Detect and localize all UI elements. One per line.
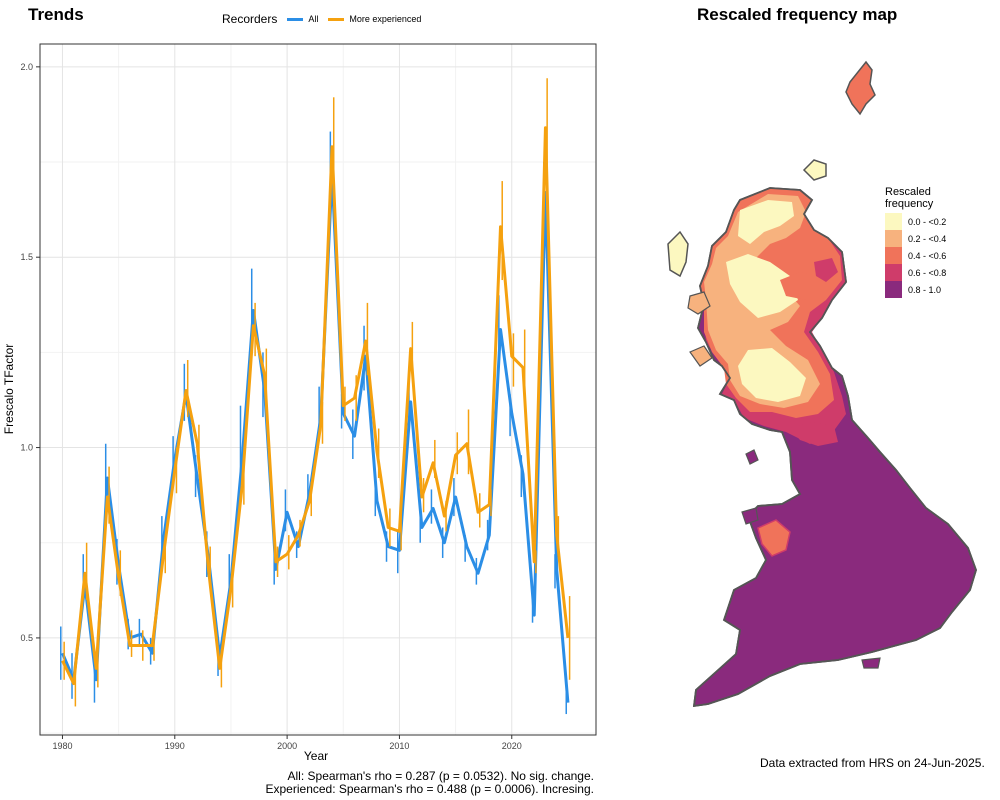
- legend-title: Recorders: [222, 12, 278, 26]
- caption-experienced: Experienced: Spearman's rho = 0.488 (p =…: [265, 782, 595, 796]
- map-scotland-band-04: [700, 188, 842, 418]
- map-legend-title: Rescaled frequency: [885, 186, 934, 210]
- map-scotland-band-00: [726, 200, 806, 402]
- y-tick-label: 0.5: [20, 633, 33, 643]
- map-isle-of-man: [745, 449, 759, 465]
- legend-swatch: [885, 213, 902, 230]
- map-mull: [689, 345, 713, 367]
- y-tick-label: 1.0: [20, 443, 33, 453]
- y-axis-label: Frescalo TFactor: [2, 344, 16, 434]
- series-line: [61, 126, 570, 686]
- trend-chart: 1980 1990 2000 2010 2020 0.5 1.0 1.5 2.0 Year Fr…: [2, 43, 597, 763]
- x-tick-label: 2020: [502, 741, 522, 751]
- legend-swatch: [885, 264, 902, 281]
- series-legend: Recorders All More experienced: [222, 12, 427, 26]
- series-more-experienced: [61, 78, 571, 707]
- map-orkney: [802, 159, 827, 181]
- map-wales-patch: [757, 519, 791, 557]
- plot-border: [39, 43, 597, 736]
- trends-title: Trends: [28, 5, 84, 24]
- legend-label: 0.6 - <0.8: [908, 267, 947, 278]
- map-moray-patch: [814, 258, 838, 282]
- map-legend-row: 0.4 - <0.6: [885, 247, 946, 264]
- legend-swatch: [885, 230, 902, 247]
- map-uplands-patch: [790, 422, 838, 446]
- x-axis-label: Year: [304, 749, 328, 763]
- series-layer: [60, 78, 571, 715]
- caption-all: All: Spearman's rho = 0.287 (p = 0.0532)…: [287, 769, 594, 783]
- x-tick-label: 2000: [277, 741, 297, 751]
- map-legend-row: 0.2 - <0.4: [885, 230, 946, 247]
- x-tick-label: 2010: [389, 741, 409, 751]
- legend-swatch: [885, 281, 902, 298]
- legend-label: 0.2 - <0.4: [908, 233, 947, 244]
- legend-label-all: All: [308, 14, 319, 24]
- map-highland-patch: [780, 272, 820, 300]
- map-scotland-band-06: [700, 188, 846, 444]
- legend-label-experienced: More experienced: [349, 14, 422, 24]
- legend-key-all: [287, 17, 304, 21]
- map-legend-row: 0.6 - <0.8: [885, 264, 946, 281]
- map-isle-of-wight: [861, 657, 881, 669]
- legend-label: 0.8 - 1.0: [908, 284, 942, 295]
- map-skye: [687, 291, 711, 315]
- x-tick-label: 1980: [52, 741, 72, 751]
- y-tick-label: 2.0: [20, 62, 33, 72]
- map-shetland: [845, 60, 876, 116]
- grid-lines: [40, 44, 596, 735]
- legend-label: 0.0 - <0.2: [908, 216, 947, 227]
- y-tick-label: 1.5: [20, 252, 33, 262]
- map-scotland-band-02: [704, 194, 820, 408]
- legend-swatch: [885, 247, 902, 264]
- x-tick-label: 1990: [165, 741, 185, 751]
- map-anglesey: [741, 507, 759, 525]
- map-outer-hebrides: [667, 230, 689, 278]
- axis-ticks: 1980 1990 2000 2010 2020 0.5 1.0 1.5 2.0: [20, 62, 521, 751]
- map-title: Rescaled frequency map: [697, 5, 898, 24]
- map-legend-row: 0.0 - <0.2: [885, 213, 946, 230]
- legend-key-experienced: [328, 17, 345, 21]
- map-legend: Rescaled frequency 0.0 - <0.2 0.2 - <0.4…: [885, 186, 946, 298]
- legend-label: 0.4 - <0.6: [908, 250, 947, 261]
- map-legend-row: 0.8 - 1.0: [885, 281, 946, 298]
- data-source-note: Data extracted from HRS on 24-Jun-2025.: [760, 756, 985, 770]
